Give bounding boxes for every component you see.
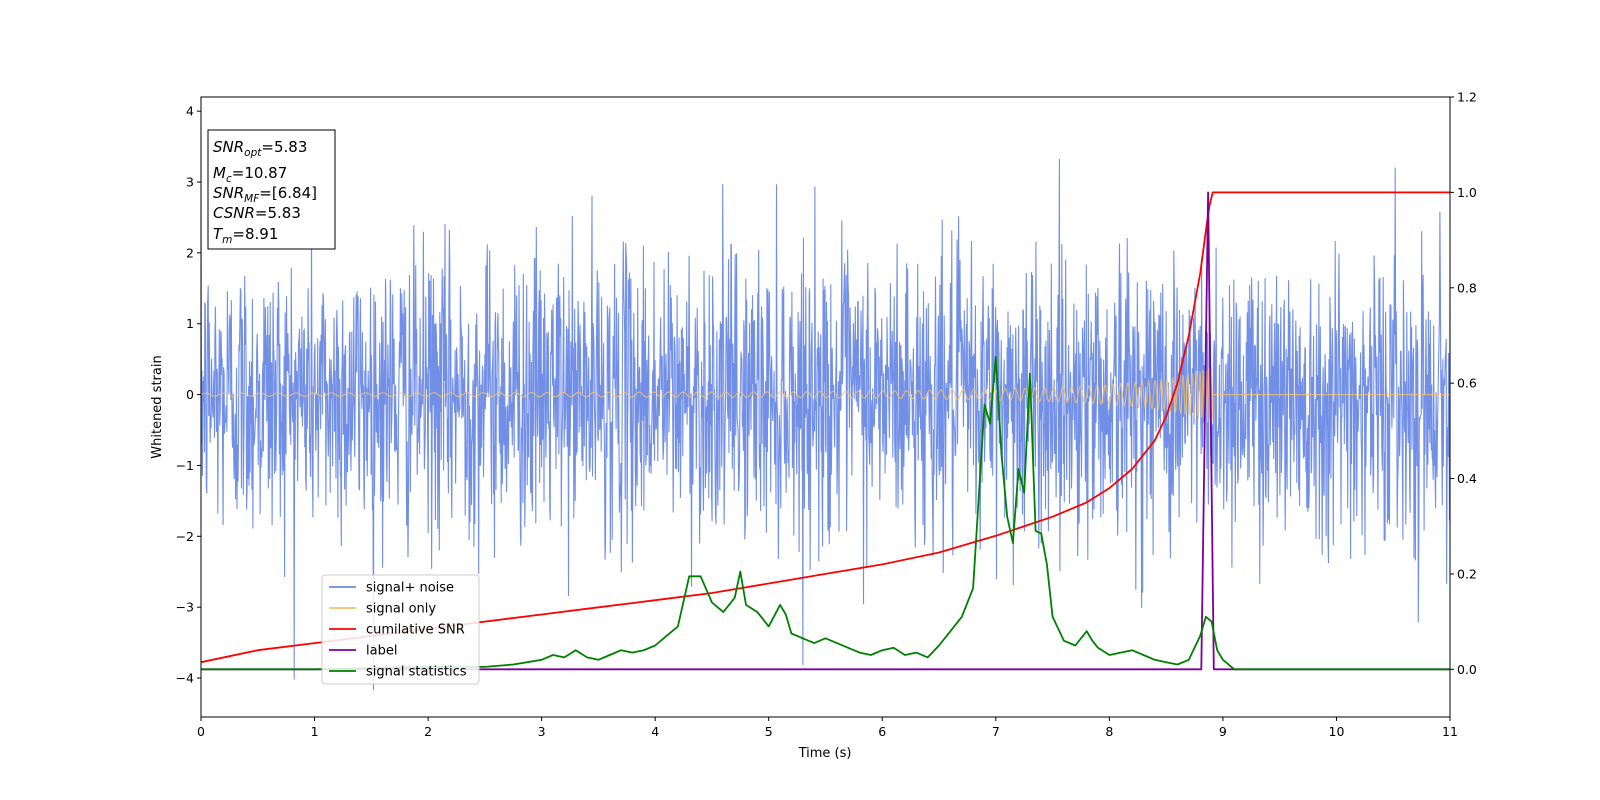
legend-label-text: label — [366, 644, 397, 659]
right-axis: 1.2 1.0 0.8 0.6 0.4 0.2 0.0 — [1450, 90, 1477, 677]
y-tick-label: −4 — [176, 671, 194, 686]
y-right-tick-label: 0.6 — [1457, 376, 1477, 391]
x-tick-label: 6 — [878, 724, 886, 739]
series-signal-statistics-line — [201, 356, 1450, 671]
annotation-mc: Mc=10.87 — [213, 164, 287, 185]
legend-signal-noise: signal+ noise — [329, 581, 454, 596]
snr-annotation-box: SNRopt=5.83 Mc=10.87 SNRMF=[6.84] CSNR=5… — [207, 129, 336, 250]
x-tick-label: 1 — [311, 724, 319, 739]
x-tick-label: 10 — [1329, 724, 1345, 739]
y-tick-label: 2 — [186, 245, 194, 260]
legend-label: label — [329, 644, 397, 659]
legend: signal+ noise signal only cumilative SNR la… — [321, 574, 480, 685]
legend-label-text: signal statistics — [366, 665, 467, 680]
legend-signal-statistics: signal statistics — [329, 665, 467, 680]
plot-frame — [200, 96, 1451, 718]
x-tick-label: 3 — [538, 724, 546, 739]
annotation-snr-mf: SNRMF=[6.84] — [213, 184, 317, 205]
annotation-csnr: CSNR=5.83 — [213, 204, 301, 222]
y-tick-label: −2 — [176, 529, 194, 544]
y-right-tick-label: 0.0 — [1457, 662, 1477, 677]
x-axis-label: Time (s) — [798, 746, 852, 761]
left-axis: 4 3 2 1 0 −1 −2 −3 −4 — [176, 104, 201, 686]
x-tick-label: 7 — [992, 724, 1000, 739]
y-tick-label: 1 — [186, 316, 194, 331]
legend-label-text: cumilative SNR — [366, 623, 465, 638]
annotation-tm: Tm=8.91 — [213, 225, 278, 246]
y-tick-label: 4 — [186, 104, 194, 119]
x-tick-label: 2 — [424, 724, 432, 739]
x-tick-label: 9 — [1219, 724, 1227, 739]
x-tick-label: 5 — [765, 724, 773, 739]
x-tick-label: 8 — [1105, 724, 1113, 739]
y-right-tick-label: 0.4 — [1457, 471, 1477, 486]
x-tick-label: 0 — [197, 724, 205, 739]
legend-label-text: signal+ noise — [366, 581, 454, 596]
y-right-tick-label: 1.2 — [1457, 90, 1477, 105]
y-tick-label: 3 — [186, 175, 194, 190]
x-tick-label: 11 — [1442, 724, 1458, 739]
y-tick-label: −1 — [176, 458, 194, 473]
series-signal-only-line — [201, 366, 1450, 423]
x-axis: 0 1 2 3 4 5 6 7 8 9 10 11 — [197, 717, 1458, 739]
x-tick-label: 4 — [651, 724, 659, 739]
y-right-tick-label: 0.8 — [1457, 280, 1477, 295]
legend-label-text: signal only — [366, 602, 436, 617]
y-tick-label: 0 — [186, 387, 194, 402]
annotation-snr-opt: SNRopt=5.83 — [213, 138, 307, 159]
legend-signal-only: signal only — [329, 602, 436, 617]
y-right-tick-label: 1.0 — [1457, 185, 1477, 200]
legend-cumulative-snr: cumilative SNR — [329, 623, 465, 638]
y-right-tick-label: 0.2 — [1457, 566, 1477, 581]
y-tick-label: −3 — [176, 600, 194, 615]
y-axis-label: Whitened strain — [150, 355, 165, 458]
series-signal-noise-line — [201, 158, 1450, 691]
